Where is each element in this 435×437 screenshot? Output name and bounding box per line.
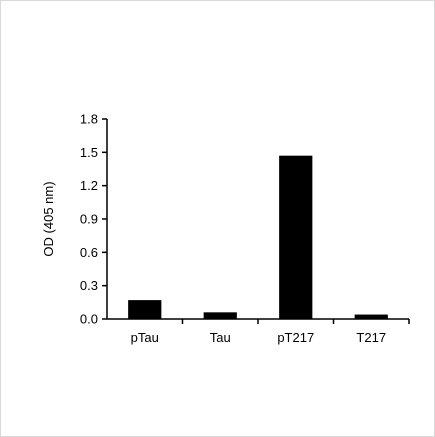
bar-ptau — [128, 300, 162, 319]
x-tick-label: T217 — [356, 330, 386, 345]
x-tick-label: pT217 — [277, 330, 314, 345]
y-tick-label: 0.9 — [80, 212, 98, 227]
bar-tau — [203, 312, 237, 319]
y-tick-label: 0.6 — [80, 245, 98, 260]
bar-t217 — [354, 314, 388, 319]
y-tick-label: 1.8 — [80, 112, 98, 127]
y-tick-label: 0.3 — [80, 278, 98, 293]
y-tick-label: 1.5 — [80, 145, 98, 160]
x-axis: pTau Tau pT217 T217 — [107, 318, 410, 345]
bars — [128, 155, 388, 319]
x-tick-label: pTau — [131, 330, 159, 345]
bar-pt217 — [279, 155, 313, 319]
y-tick-label: 1.2 — [80, 178, 98, 193]
y-axis-title: OD (405 nm) — [41, 181, 56, 256]
y-axis: 0.0 0.3 0.6 0.9 1.2 1.5 1.8 — [80, 112, 108, 327]
x-tick-label: Tau — [210, 330, 231, 345]
y-tick-label: 0.0 — [80, 312, 98, 327]
